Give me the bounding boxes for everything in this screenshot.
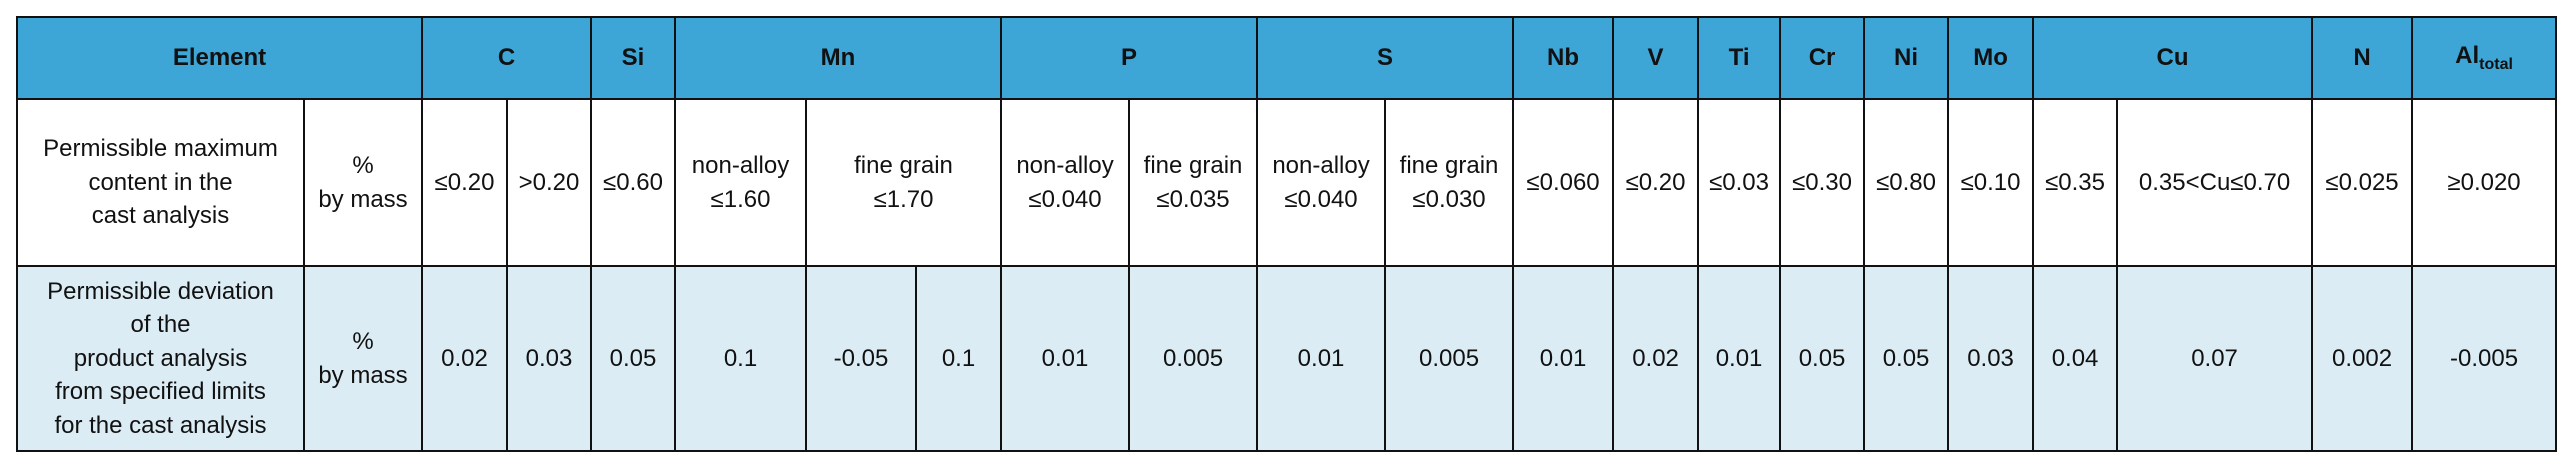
value-cell: 0.005 (1384, 265, 1515, 452)
header-cell: C (421, 16, 592, 100)
value-cell: ≤0.60 (590, 98, 676, 267)
header-cell: Altotal (2411, 16, 2558, 100)
header-cell: Mo (1947, 16, 2035, 100)
value-cell: 0.002 (2311, 265, 2414, 452)
value-cell: fine grain ≤0.035 (1128, 98, 1259, 267)
header-cell: S (1256, 16, 1515, 100)
unit-cell: % by mass (303, 98, 423, 267)
value-cell: 0.005 (1128, 265, 1259, 452)
value-cell: 0.1 (674, 265, 807, 452)
header-cell: V (1612, 16, 1700, 100)
header-cell: Mn (673, 16, 1003, 100)
value-cell: ≤0.10 (1947, 98, 2035, 267)
value-cell: ≤0.025 (2311, 98, 2414, 267)
value-cell: ≤0.20 (1612, 98, 1700, 267)
value-cell: ≤0.060 (1512, 98, 1615, 267)
header-cell: Cr (1779, 16, 1866, 100)
header-cell: P (1000, 16, 1259, 100)
value-cell: fine grain ≤0.030 (1384, 98, 1515, 267)
value-cell: ≤0.35 (2032, 98, 2119, 267)
value-cell: 0.03 (1947, 265, 2035, 452)
value-cell: >0.20 (506, 98, 592, 267)
value-cell: 0.05 (1863, 265, 1950, 452)
value-cell: non-alloy ≤1.60 (674, 98, 807, 267)
value-cell: 0.01 (1256, 265, 1387, 452)
value-cell: 0.05 (590, 265, 676, 452)
composition-table: Element C Si Mn P S Nb V Ti Cr Ni Mo Cu N Altotal Perm… (16, 16, 2558, 452)
value-cell: -0.005 (2411, 265, 2558, 452)
subscript: total (2479, 56, 2513, 74)
unit-cell: % by mass (303, 265, 423, 452)
value-cell: 0.01 (1697, 265, 1782, 452)
value-cell: ≤0.30 (1779, 98, 1866, 267)
value-cell: 0.02 (421, 265, 508, 452)
header-cell: N (2311, 16, 2414, 100)
value-cell: 0.04 (2032, 265, 2119, 452)
value-cell: non-alloy ≤0.040 (1000, 98, 1131, 267)
header-cell: Nb (1512, 16, 1615, 100)
header-cell: Element (16, 16, 423, 100)
value-cell: fine grain ≤1.70 (804, 98, 1003, 267)
value-cell: ≥0.020 (2411, 98, 2558, 267)
value-cell: ≤0.20 (421, 98, 508, 267)
value-cell: 0.05 (1779, 265, 1866, 452)
value-cell: 0.01 (1000, 265, 1131, 452)
row-label: Permissible deviation of the product ana… (16, 265, 305, 452)
value-cell: -0.05 (805, 265, 917, 452)
value-cell: 0.02 (1612, 265, 1700, 452)
value-cell: 0.07 (2116, 265, 2314, 452)
value-cell: 0.35<Cu≤0.70 (2116, 98, 2314, 267)
value-cell: ≤0.80 (1863, 98, 1950, 267)
header-cell: Ni (1863, 16, 1950, 100)
header-cell: Cu (2032, 16, 2314, 100)
header-cell: Ti (1697, 16, 1782, 100)
value-cell: 0.01 (1512, 265, 1615, 452)
value-cell: 0.03 (506, 265, 592, 452)
row-label: Permissible maximum content in the cast … (16, 98, 305, 267)
value-cell: 0.1 (914, 265, 1003, 452)
value-cell: non-alloy ≤0.040 (1256, 98, 1387, 267)
value-cell: ≤0.03 (1697, 98, 1782, 267)
header-cell: Si (590, 16, 676, 100)
